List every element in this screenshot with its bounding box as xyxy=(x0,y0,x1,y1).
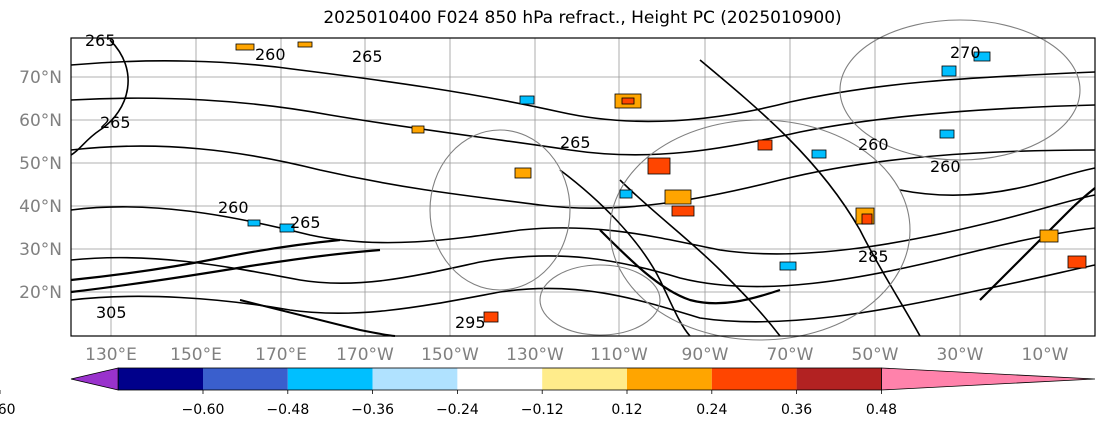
colorbar-tick-label: −0.48 xyxy=(266,402,309,418)
colorbar xyxy=(70,367,1096,391)
longitude-labels: 130°E 150°E 170°E 170°W 150°W 130°W 110°W 90°W 7… xyxy=(85,345,1069,365)
map-frame xyxy=(70,37,1096,337)
latitude-label: 60°N xyxy=(19,111,62,131)
latitude-label: 30°N xyxy=(19,240,62,260)
contour-label: 305 xyxy=(96,303,127,322)
longitude-label: 110°W xyxy=(590,345,648,365)
longitude-label: 170°E xyxy=(255,345,307,365)
longitude-label: 30°W xyxy=(937,345,984,365)
longitude-label: 50°W xyxy=(852,345,899,365)
colorbar-tick-label: 0.12 xyxy=(611,402,642,418)
colorbar-segment xyxy=(711,368,797,390)
contour-label: 265 xyxy=(290,213,321,232)
colorbar-segment xyxy=(203,368,288,390)
longitude-label: 170°W xyxy=(336,345,394,365)
contour-label: 260 xyxy=(218,198,249,217)
longitude-label: 150°E xyxy=(170,345,222,365)
colorbar-tick-label: −0.12 xyxy=(521,402,564,418)
colorbar-tick-label: −0.60 xyxy=(182,402,225,418)
colorbar-segment xyxy=(372,368,458,390)
colorbar-segment xyxy=(542,368,627,390)
map-title: 2025010400 F024 850 hPa refract., Height… xyxy=(323,8,842,28)
colorbar-segment xyxy=(118,368,203,390)
colorbar-segment xyxy=(70,367,119,391)
colorbar-segment xyxy=(627,368,712,390)
map-background xyxy=(71,38,1095,336)
contour-label: 265 xyxy=(85,31,116,50)
colorbar-tick-label: 0.24 xyxy=(696,402,727,418)
contour-label: 260 xyxy=(930,157,961,176)
longitude-label: 130°E xyxy=(85,345,137,365)
colorbar-tick-label: 0.48 xyxy=(866,402,897,418)
colorbar-outline xyxy=(117,367,882,391)
colorbar-tick-label: −0.24 xyxy=(436,402,479,418)
latitude-label: 40°N xyxy=(19,197,62,217)
colorbar-tick-label: 0.60 xyxy=(0,402,16,418)
graticule xyxy=(71,38,1095,336)
latitude-label: 50°N xyxy=(19,154,62,174)
latitude-label: 20°N xyxy=(19,283,62,303)
contour-value-labels: 265 260 265 265 260 265 265 270 260 260 … xyxy=(85,31,981,332)
colorbar-segment xyxy=(287,368,373,390)
longitude-label: 150°W xyxy=(421,345,479,365)
contour-label: 295 xyxy=(455,313,486,332)
height-contours xyxy=(70,39,1096,337)
contour-label: 260 xyxy=(255,45,286,64)
latitude-labels: 70°N 60°N 50°N 40°N 30°N 20°N xyxy=(19,68,62,303)
colorbar-tick-label: 0.36 xyxy=(781,402,812,418)
contour-label: 265 xyxy=(352,47,383,66)
contour-label: 270 xyxy=(950,43,981,62)
longitude-label: 10°W xyxy=(1022,345,1069,365)
refractivity-anomaly-patches xyxy=(235,41,1087,323)
contour-label: 265 xyxy=(100,113,131,132)
latitude-label: 70°N xyxy=(19,68,62,88)
longitude-label: 70°W xyxy=(767,345,814,365)
colorbar-tick-label: −0.36 xyxy=(351,402,394,418)
contour-label: 285 xyxy=(858,247,889,266)
longitude-label: 130°W xyxy=(506,345,564,365)
contour-label: 265 xyxy=(560,133,591,152)
colorbar-segment xyxy=(881,367,1096,391)
contour-label: 260 xyxy=(858,135,889,154)
colorbar-segment xyxy=(457,368,543,390)
colorbar-segment xyxy=(796,368,882,390)
longitude-label: 90°W xyxy=(682,345,729,365)
colorbar-tick-labels: −0.60 −0.48 −0.36 −0.24 −0.12 0.12 0.24 0.36 0.4… xyxy=(0,390,897,418)
reference-contours xyxy=(429,19,1081,341)
